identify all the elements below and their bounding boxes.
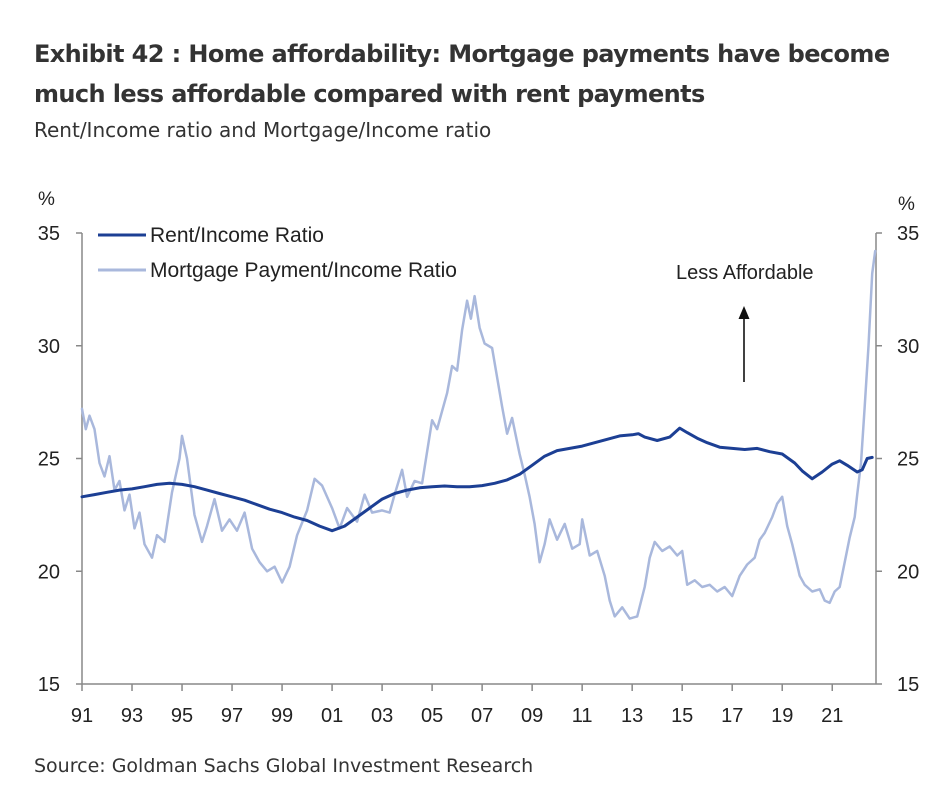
- x-tick-label: 11: [572, 705, 593, 727]
- x-tick-label: 09: [521, 705, 543, 727]
- x-tick-label: 97: [221, 705, 243, 727]
- chart-subtitle: Rent/Income ratio and Mortgage/Income ra…: [34, 118, 492, 142]
- right-unit-label: %: [898, 194, 915, 215]
- rent-income-series-line: [80, 426, 874, 533]
- source-note: Source: Goldman Sachs Global Investment …: [34, 755, 534, 777]
- left-y-tick-label: 25: [38, 449, 60, 471]
- right-y-tick-label: 20: [897, 561, 919, 583]
- x-tick-label: 95: [171, 705, 193, 727]
- right-y-tick-label: 15: [897, 674, 919, 696]
- left-y-tick-label: 15: [38, 674, 60, 696]
- legend-rent-label: Rent/Income Ratio: [150, 224, 324, 247]
- x-tick-label: 13: [621, 705, 643, 727]
- left-unit-label: %: [38, 189, 55, 210]
- chart-title: Exhibit 42 : Home affordability: Mortgag…: [34, 40, 890, 108]
- x-tick-label: 93: [121, 705, 143, 727]
- x-tick-label: 01: [321, 705, 343, 727]
- x-tick-label: 21: [821, 705, 843, 727]
- mortgage-income-series-line: [80, 249, 877, 620]
- arrow-head-icon: [738, 306, 750, 319]
- x-tick-label: 03: [371, 705, 393, 727]
- x-tick-label: 19: [771, 705, 793, 727]
- x-tick-label: 15: [671, 705, 693, 727]
- x-tick-label: 05: [421, 705, 443, 727]
- less-affordable-annotation: Less Affordable: [676, 262, 814, 284]
- right-y-tick-label: 25: [897, 449, 919, 471]
- left-y-tick-label: 20: [38, 561, 60, 583]
- x-tick-label: 99: [271, 705, 293, 727]
- left-y-tick-label: 30: [38, 336, 60, 358]
- left-y-tick-label: 35: [38, 223, 60, 245]
- x-tick-label: 17: [721, 705, 743, 727]
- right-y-tick-label: 35: [897, 223, 919, 245]
- x-tick-label: 91: [71, 705, 93, 727]
- legend-mortgage-label: Mortgage Payment/Income Ratio: [150, 259, 457, 282]
- x-tick-label: 07: [471, 705, 493, 727]
- right-y-tick-label: 30: [897, 336, 919, 358]
